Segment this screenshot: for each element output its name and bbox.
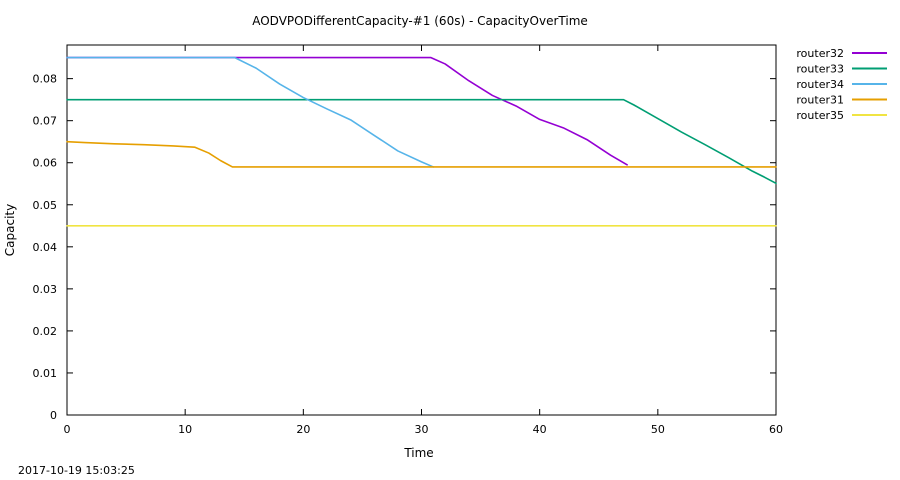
y-tick-label: 0.07 [33,115,58,128]
x-tick-label: 50 [651,423,665,436]
y-tick-label: 0.03 [33,283,58,296]
y-tick-label: 0.08 [33,73,58,86]
y-tick-label: 0.02 [33,325,58,338]
chart-title: AODVPODifferentCapacity-#1 (60s) - Capac… [252,14,588,28]
series-line-router31 [66,140,777,168]
timestamp: 2017-10-19 15:03:25 [18,464,135,477]
y-tick-label: 0.06 [33,157,58,170]
x-tick-label: 40 [533,423,547,436]
x-tick-label: 30 [415,423,429,436]
y-tick-label: 0 [50,409,57,422]
series-line-router32 [66,56,628,166]
y-tick-label: 0.05 [33,199,58,212]
x-tick-label: 10 [178,423,192,436]
x-axis-label: Time [403,446,433,460]
y-tick-label: 0.01 [33,367,58,380]
series-layer [66,56,777,227]
plot-frame [66,44,777,416]
legend-label-router32: router32 [796,47,844,60]
x-tick-label: 60 [769,423,783,436]
legend-label-router35: router35 [796,109,844,122]
y-axis-ticks: 0 0.01 0.02 0.03 0.04 0.05 0.06 0.07 0.08 [33,73,776,422]
x-tick-label: 0 [64,423,71,436]
series-line-router33 [66,98,777,185]
y-tick-label: 0.04 [33,241,58,254]
legend-label-router31: router31 [796,94,844,107]
x-tick-label: 20 [296,423,310,436]
legend-label-router33: router33 [796,63,844,76]
legend-label-router34: router34 [796,78,844,91]
y-axis-label: Capacity [3,204,17,256]
series-line-router34 [66,56,435,168]
legend: router32 router33 router34 router31 router35 [796,47,887,122]
x-axis-ticks: 0 10 20 30 40 50 60 [64,45,783,436]
